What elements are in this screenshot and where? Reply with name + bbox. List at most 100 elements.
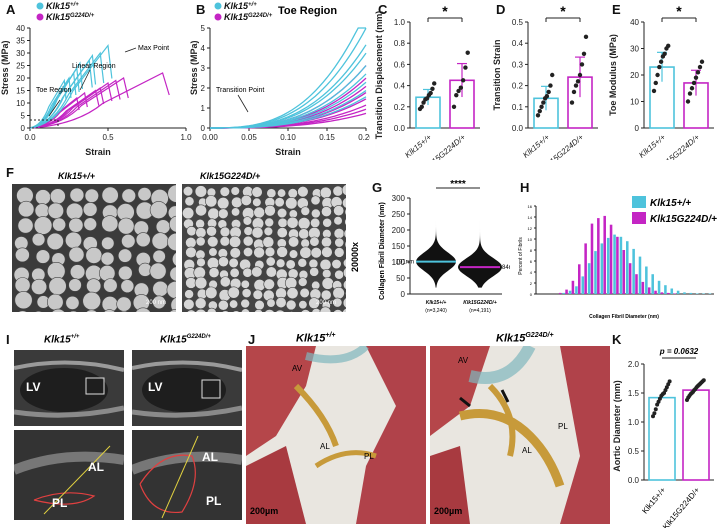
fibril	[194, 185, 208, 198]
fibril	[183, 298, 195, 311]
ytick: 0.4	[512, 39, 524, 48]
a-ytick: 10	[16, 99, 25, 108]
histogram-bar	[603, 215, 606, 294]
data-point	[463, 65, 468, 70]
fibril	[232, 310, 240, 312]
fibril	[14, 277, 31, 293]
median-label-wt: 101nm	[396, 260, 414, 266]
fibril	[149, 201, 168, 219]
a-legend-wt: Klk15+/+	[46, 1, 79, 11]
fibril	[65, 295, 80, 310]
g-ytick: 0	[401, 290, 406, 299]
a-ytick: 5	[21, 112, 26, 121]
b-xlabel: Strain	[275, 147, 301, 157]
fibril	[227, 286, 240, 299]
a-xlabel: Strain	[85, 147, 111, 157]
data-point	[548, 83, 553, 88]
histogram-bar	[683, 292, 686, 294]
a-ytick: 20	[16, 74, 25, 83]
fibril	[219, 276, 231, 288]
h-xlabel: Collagen Fibril Diameter (nm)	[589, 314, 659, 320]
fibril	[263, 278, 275, 290]
data-point	[428, 90, 433, 96]
fibril	[277, 217, 288, 228]
a-ytick: 0	[21, 124, 26, 133]
echo-zoom-mut: AL PL	[132, 430, 242, 520]
panel-label-g: G	[372, 180, 383, 195]
fibril	[277, 188, 287, 198]
toe-region-chart: 0 1 2 3 4 5 0.00 0.05 0.10 0.15 0.20 Toe Region St…	[189, 1, 370, 157]
fibril	[196, 257, 206, 268]
b-title: Toe Region	[278, 5, 337, 17]
fibril	[208, 267, 220, 278]
h-ytick: 2	[530, 281, 533, 286]
b-ytick: 1	[201, 104, 206, 113]
fibril	[252, 289, 263, 300]
fibril	[311, 280, 321, 290]
h-legend-mut: Klk15G224D/+	[650, 214, 717, 225]
histogram-bar	[651, 274, 654, 294]
fibril	[15, 247, 30, 263]
fibril	[35, 189, 51, 206]
fibril	[182, 206, 195, 220]
fibril	[169, 215, 176, 233]
histogram-bar	[673, 293, 676, 294]
fibril	[264, 309, 275, 312]
histogram-bar	[562, 292, 565, 294]
i-label-wt: Klk15+/+	[44, 334, 80, 346]
histogram-bar	[670, 288, 674, 294]
fibril	[46, 293, 64, 311]
histogram-bar	[571, 280, 575, 294]
fibril	[34, 310, 43, 312]
data-point	[666, 43, 671, 49]
fibril	[332, 185, 344, 197]
h-ylabel: Percent of Fibrils	[518, 237, 524, 275]
ytick: 0.1	[512, 103, 524, 112]
ytick: 10	[630, 98, 639, 107]
a-xtick: 0.5	[102, 133, 114, 142]
fibril	[231, 196, 243, 209]
histogram-bar	[590, 223, 594, 294]
fibril	[48, 277, 67, 296]
significance: *	[676, 3, 682, 19]
fibril	[310, 217, 321, 229]
fibril	[82, 202, 98, 217]
data-point	[691, 80, 697, 86]
fibril	[66, 202, 84, 220]
h-ytick: 6	[530, 259, 533, 264]
histogram-bar	[654, 290, 657, 294]
b-ytick: 2	[201, 84, 206, 93]
histogram-bar	[695, 293, 699, 294]
histogram-bar	[628, 263, 632, 294]
data-point	[573, 83, 579, 88]
histogram-bar	[622, 250, 626, 294]
ytick: 0.0	[394, 124, 406, 133]
j-label-wt: Klk15+/+	[296, 332, 336, 345]
fibril	[230, 186, 240, 196]
histogram-bar	[632, 248, 635, 294]
data-point	[579, 62, 585, 67]
fibril	[251, 266, 263, 278]
fibril	[69, 310, 78, 312]
fibril	[46, 232, 64, 251]
ytick: 0.3	[512, 60, 524, 69]
k-bar	[682, 389, 710, 481]
tem-image-mut	[182, 184, 346, 312]
fibril	[17, 310, 28, 312]
k-ytick: 1.0	[628, 418, 640, 427]
echo-image-mut: LV	[132, 350, 242, 426]
g-n-wt: (n=3,240)	[425, 308, 447, 314]
data-point	[658, 59, 664, 64]
histogram-bar	[641, 281, 645, 294]
fibril	[333, 228, 345, 239]
histogram-bar	[689, 292, 693, 294]
b-ylabel: Stress (MPa)	[189, 40, 199, 95]
fibril	[229, 299, 239, 309]
tem-image-wt	[12, 184, 176, 312]
fibril	[344, 218, 346, 226]
a-ytick: 40	[16, 24, 25, 33]
histogram-bar	[638, 256, 642, 294]
ytick: 0.0	[512, 124, 524, 133]
fibril	[276, 246, 288, 258]
fibril	[252, 197, 262, 207]
